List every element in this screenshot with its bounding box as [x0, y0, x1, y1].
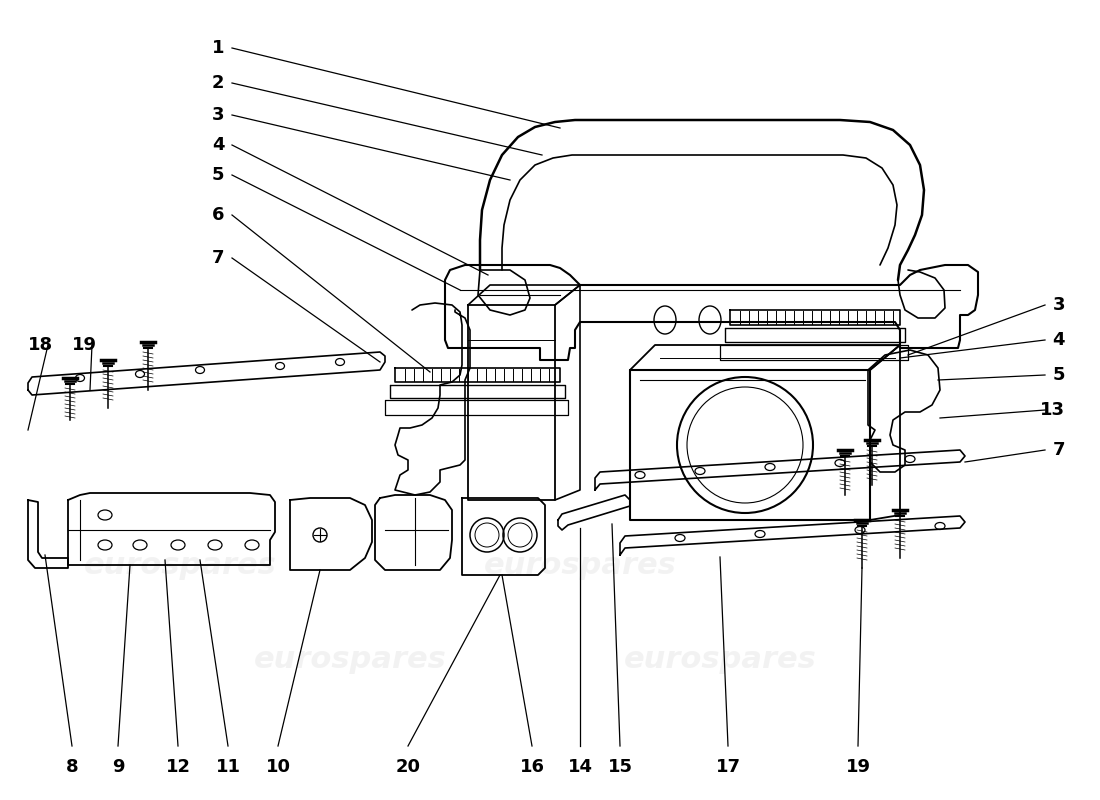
- Text: 20: 20: [396, 758, 420, 776]
- Text: 6: 6: [212, 206, 224, 224]
- Text: 15: 15: [607, 758, 632, 776]
- Text: 13: 13: [1040, 401, 1065, 419]
- Text: eurospares: eurospares: [84, 550, 276, 579]
- Text: 18: 18: [28, 336, 53, 354]
- Text: 19: 19: [846, 758, 870, 776]
- Text: 12: 12: [165, 758, 190, 776]
- Text: 1: 1: [212, 39, 224, 57]
- Text: 5: 5: [212, 166, 224, 184]
- Text: 3: 3: [212, 106, 224, 124]
- Text: 7: 7: [1053, 441, 1065, 459]
- Text: 7: 7: [212, 249, 224, 267]
- Text: 2: 2: [212, 74, 224, 92]
- Text: 17: 17: [715, 758, 740, 776]
- Text: 11: 11: [216, 758, 241, 776]
- Text: 9: 9: [112, 758, 124, 776]
- Text: 5: 5: [1053, 366, 1065, 384]
- Text: 14: 14: [568, 758, 593, 776]
- Text: 16: 16: [519, 758, 544, 776]
- Text: eurospares: eurospares: [484, 550, 676, 579]
- Text: 10: 10: [265, 758, 290, 776]
- Text: eurospares: eurospares: [624, 646, 816, 674]
- Text: eurospares: eurospares: [254, 646, 447, 674]
- Text: 4: 4: [1053, 331, 1065, 349]
- Text: 3: 3: [1053, 296, 1065, 314]
- Text: 19: 19: [72, 336, 97, 354]
- Text: 8: 8: [66, 758, 78, 776]
- Text: 4: 4: [212, 136, 224, 154]
